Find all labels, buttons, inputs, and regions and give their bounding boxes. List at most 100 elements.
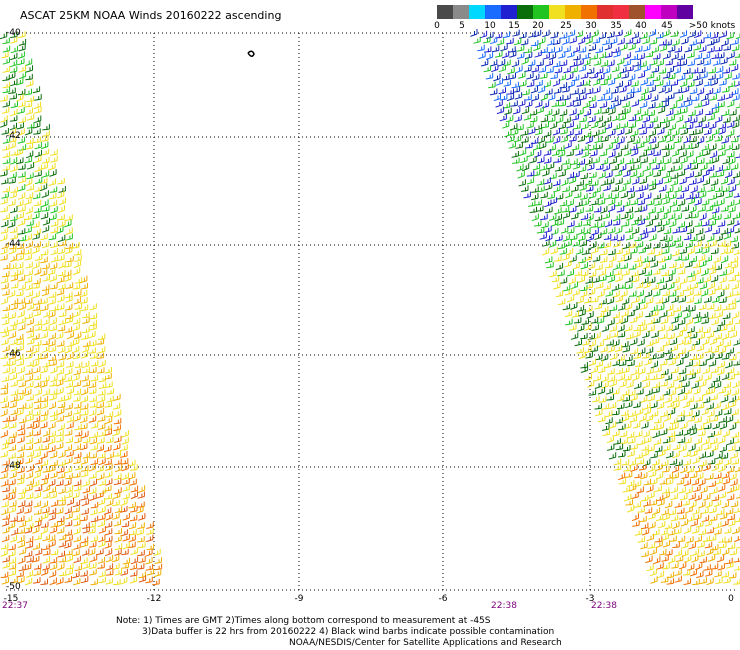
wind-barb: [590, 221, 599, 228]
wind-barb: [682, 400, 691, 409]
wind-barb: [620, 143, 629, 151]
wind-barb: [694, 198, 702, 206]
wind-barb: [726, 493, 735, 501]
wind-barb: [610, 331, 619, 338]
wind-barb: [732, 72, 740, 80]
wind-barb: [646, 367, 654, 375]
wind-barb: [694, 297, 702, 305]
wind-barb: [684, 115, 692, 123]
wind-barb: [726, 129, 735, 137]
wind-barb: [49, 324, 57, 332]
wind-barb: [656, 206, 664, 214]
wind-barb: [621, 414, 629, 422]
wind-barb: [72, 506, 80, 513]
wind-barb: [585, 36, 593, 45]
wind-barb: [595, 263, 603, 271]
wind-barb: [2, 66, 11, 73]
wind-barb: [620, 94, 628, 102]
wind-barb: [656, 79, 664, 87]
wind-barb: [710, 393, 718, 401]
wind-barb: [8, 444, 16, 452]
wind-barb: [80, 570, 88, 577]
wind-barb: [657, 324, 666, 332]
wind-barb: [10, 528, 19, 536]
wind-barb: [10, 45, 18, 54]
wind-barb: [675, 330, 683, 338]
wind-barb: [34, 176, 43, 185]
wind-barb: [574, 269, 582, 276]
wind-barb: [538, 36, 546, 45]
wind-barb: [50, 549, 59, 556]
wind-barb: [31, 555, 40, 563]
wind-barb: [689, 87, 698, 95]
wind-barb: [130, 485, 139, 493]
wind-barb: [74, 361, 83, 368]
wind-barb: [544, 108, 553, 117]
wind-barb: [589, 241, 597, 250]
wind-barb: [721, 353, 730, 360]
wind-barb: [17, 423, 25, 432]
wind-barb: [40, 297, 48, 305]
wind-barb: [712, 58, 721, 66]
wind-barb: [697, 234, 705, 242]
wind-barb: [571, 113, 579, 121]
wind-barb: [25, 374, 34, 382]
wind-barb: [2, 304, 10, 312]
wind-barb: [552, 78, 560, 87]
wind-barb: [581, 198, 590, 207]
wind-barb: [645, 414, 653, 422]
wind-barb: [32, 261, 40, 270]
note-line-2: 3)Data buffer is 22 hrs from 20160222 4)…: [142, 627, 555, 637]
wind-barb: [32, 542, 40, 550]
wind-barb: [8, 487, 17, 495]
wind-barb: [72, 337, 80, 346]
wind-barb: [633, 64, 642, 72]
wind-barb: [591, 179, 599, 186]
wind-barb: [726, 32, 734, 40]
wind-barb: [672, 276, 680, 284]
wind-barb: [723, 340, 732, 348]
wind-barb: [18, 487, 27, 495]
lat-label: -42: [6, 131, 21, 141]
wind-barb: [724, 72, 732, 80]
wind-barb: [537, 185, 545, 193]
wind-barb: [40, 304, 49, 312]
wind-barb: [619, 164, 627, 172]
wind-barb: [637, 297, 646, 305]
wind-barb: [90, 515, 99, 523]
wind-barb: [40, 212, 49, 220]
wind-barb: [74, 423, 82, 431]
wind-barb: [636, 170, 644, 178]
wind-barb: [105, 411, 114, 418]
wind-barb: [25, 261, 33, 269]
wind-barb: [112, 402, 121, 410]
wind-barb: [575, 200, 583, 208]
wind-barb: [726, 347, 734, 355]
wind-barb: [66, 415, 74, 423]
wind-barb: [569, 255, 577, 263]
wind-barb: [679, 393, 688, 402]
wind-barb: [730, 261, 739, 269]
wind-barb: [658, 135, 667, 143]
wind-barb: [726, 218, 735, 226]
wind-barb: [701, 242, 709, 249]
wind-barb: [679, 374, 687, 383]
wind-barb: [638, 367, 646, 375]
wind-barb: [593, 58, 602, 66]
wind-barb: [661, 508, 669, 516]
wind-barb: [605, 417, 613, 425]
wind-barb: [73, 395, 81, 402]
wind-barb: [24, 248, 32, 255]
wind-barb: [105, 577, 113, 585]
wind-barb: [82, 479, 90, 487]
wind-barb: [590, 365, 598, 374]
wind-barb: [685, 72, 693, 80]
wind-barb: [2, 37, 10, 45]
wind-barb: [641, 231, 649, 240]
wind-barb: [63, 269, 72, 277]
wind-barb: [496, 106, 505, 115]
wind-barb: [26, 184, 34, 191]
wind-barb: [667, 212, 676, 221]
wind-barb: [25, 290, 34, 298]
wind-barb: [10, 149, 19, 156]
